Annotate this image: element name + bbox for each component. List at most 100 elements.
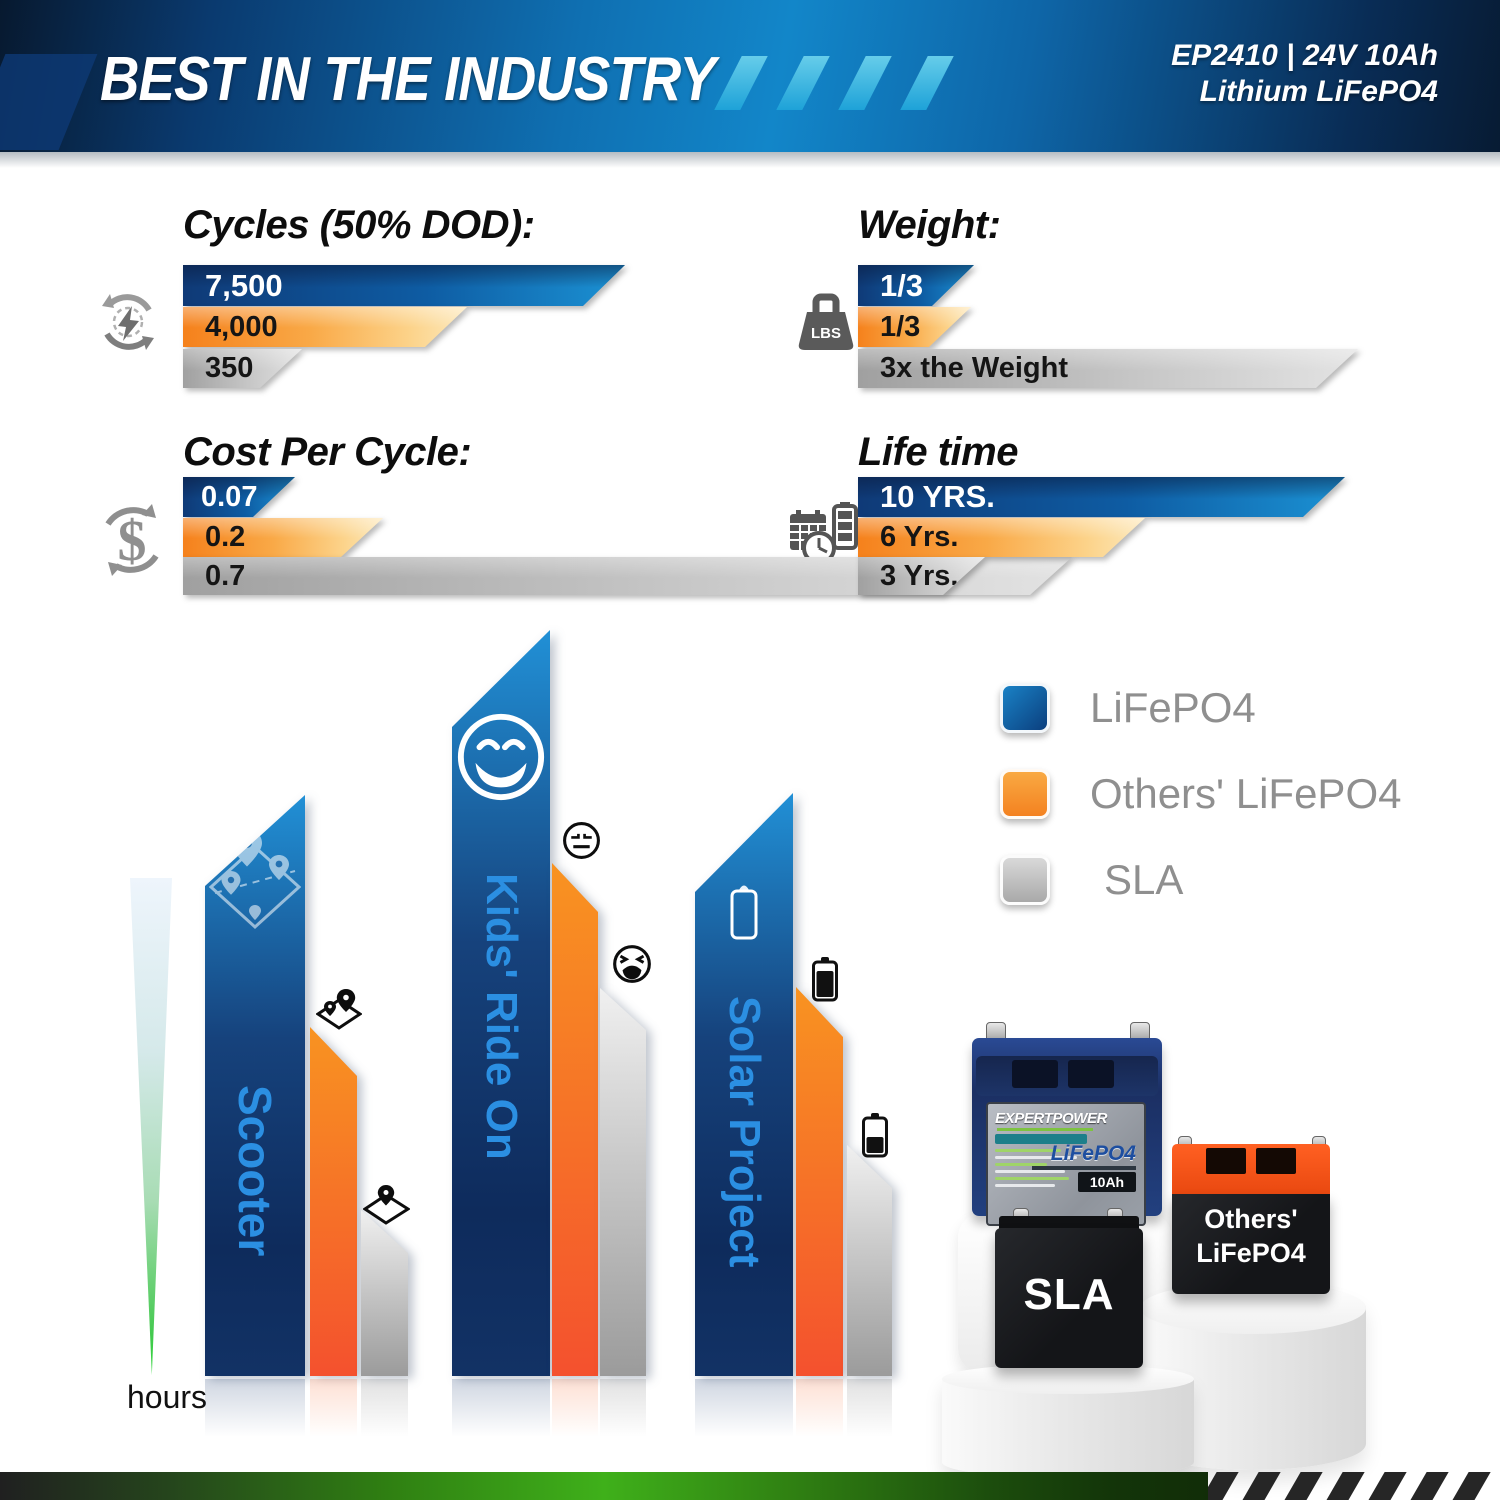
hazard-stripe-icon <box>1237 1472 1285 1500</box>
label-dark-strip <box>1032 1166 1136 1170</box>
header-shadow <box>0 152 1500 168</box>
bar-reflection <box>695 1379 793 1437</box>
bar-value: 4,000 <box>205 310 278 343</box>
slash-icon <box>900 56 954 110</box>
bar-reflection <box>361 1379 408 1437</box>
sla-battery-body <box>995 1228 1143 1368</box>
map-two-pins-icon <box>315 986 363 1030</box>
bar-value: 3x the Weight <box>880 352 1068 384</box>
label-spec-line <box>995 1163 1047 1166</box>
competitor-battery: Others' LiFePO4 <box>1172 1136 1330 1294</box>
wailing-face-icon <box>611 943 653 985</box>
bar-reflection <box>847 1379 892 1437</box>
bar-value: 6 Yrs. <box>880 521 959 553</box>
competitor-battery-body <box>1172 1194 1330 1294</box>
hero-battery-cap <box>976 1056 1158 1096</box>
bar-value: 1/3 <box>880 267 924 303</box>
legend-item-others: Others' LiFePO4 <box>1000 769 1401 819</box>
battery-vent <box>1206 1148 1246 1174</box>
label-spec-line <box>995 1156 1077 1159</box>
group-label-scooter: Scooter <box>229 1084 281 1257</box>
group-label-solar: Solar Project <box>720 996 769 1268</box>
battery-high-icon <box>812 956 838 1002</box>
footer-hazard-stripes <box>1208 1472 1500 1500</box>
battery-outline-icon <box>730 885 758 940</box>
hero-battery-label: EXPERTPOWER LiFePO4 10Ah <box>986 1102 1146 1226</box>
header-banner: BEST IN THE INDUSTRY EP2410 | 24V 10Ah L… <box>0 0 1500 152</box>
hours-axis-spike <box>130 878 172 1375</box>
axis-label-hours: hours <box>127 1379 208 1415</box>
hero-capacity-badge: 10Ah <box>1078 1172 1136 1192</box>
lifetime-bar-others: 6 Yrs. <box>858 518 1145 557</box>
pedestal-cylinder-short-top <box>942 1364 1194 1394</box>
slash-icon <box>714 56 768 110</box>
lifetime-bar-sla: 3 Yrs. <box>858 557 985 595</box>
legend-swatch-blue <box>1000 683 1050 733</box>
dollar-cycle-icon: $ <box>100 498 164 582</box>
hazard-stripe-icon <box>1279 1472 1327 1500</box>
solar-bar-others <box>796 987 843 1376</box>
legend-label: SLA <box>1104 856 1184 903</box>
weight-section-title: Weight: <box>858 203 1001 247</box>
product-model: EP2410 | 24V 10Ah <box>1171 39 1438 72</box>
hero-battery-body: EXPERTPOWER LiFePO4 10Ah <box>972 1038 1162 1226</box>
legend-swatch-gray <box>1000 855 1050 905</box>
hazard-stripe-icon <box>1447 1472 1495 1500</box>
cost-bar-lifepo4: 0.07 <box>183 477 295 517</box>
cycles-section-title: Cycles (50% DOD): <box>183 203 535 247</box>
hazard-stripe-icon <box>1208 1472 1243 1500</box>
weight-bar-lifepo4: 1/3 <box>858 265 974 306</box>
legend-item-sla: SLA <box>1000 855 1184 905</box>
cycles-bar-lifepo4: 7,500 <box>183 265 625 306</box>
header-corner-accent <box>0 54 98 150</box>
bar-value: 350 <box>205 352 254 384</box>
lbs-weight-icon: LBS <box>794 292 858 352</box>
bar-value: 0.07 <box>201 480 258 513</box>
lifetime-bar-lifepo4: 10 YRS. <box>858 477 1345 517</box>
bar-reflection <box>452 1379 550 1437</box>
kids-bar-others <box>552 863 598 1376</box>
battery-vent <box>1068 1060 1114 1088</box>
bar-reflection <box>205 1379 305 1437</box>
cycles-bar-others: 4,000 <box>183 307 467 347</box>
solar-bar-sla <box>847 1145 892 1376</box>
competitor-battery-label: Others' LiFePO4 <box>1172 1202 1330 1270</box>
bar-reflection <box>796 1379 843 1437</box>
solar-bar-lifepo4: Solar Project <box>695 793 793 1376</box>
neutral-face-icon <box>561 820 602 861</box>
cycles-bar-sla: 350 <box>183 349 302 388</box>
kids-bar-lifepo4: Kids' Ride On <box>452 630 550 1376</box>
weight-bar-others: 1/3 <box>858 307 971 347</box>
label-teal-chip <box>995 1134 1087 1144</box>
battery-vent <box>1256 1148 1296 1174</box>
product-chemistry: Lithium LiFePO4 <box>1199 75 1438 108</box>
battery-vent <box>1012 1060 1058 1088</box>
header-slashes-icon <box>714 56 976 110</box>
cost-section-title: Cost Per Cycle: <box>183 430 472 474</box>
bar-value: 1/3 <box>880 310 921 343</box>
cycle-arrows-icon <box>98 286 158 358</box>
kids-bar-sla <box>600 988 646 1376</box>
scooter-bar-others <box>310 1027 357 1376</box>
bar-value: 0.7 <box>205 559 246 592</box>
slash-icon <box>838 56 892 110</box>
lbs-icon-label: LBS <box>811 325 841 342</box>
calendar-clock-battery-icon <box>788 502 862 566</box>
weight-bar-sla: 3x the Weight <box>858 349 1358 388</box>
brand-logo: EXPERTPOWER <box>995 1110 1108 1127</box>
battery-low-icon <box>862 1112 888 1158</box>
bar-value: 0.2 <box>205 521 246 553</box>
slash-icon <box>776 56 830 110</box>
sla-battery-label: SLA <box>1023 1270 1115 1319</box>
hazard-stripe-icon <box>1405 1472 1453 1500</box>
label-spec-line <box>995 1184 1055 1187</box>
footer-gradient-bar <box>0 1472 1208 1500</box>
lifetime-section-title: Life time <box>858 430 1018 474</box>
hero-battery: EXPERTPOWER LiFePO4 10Ah <box>972 1022 1162 1226</box>
hazard-stripe-icon <box>1363 1472 1411 1500</box>
bar-reflection <box>552 1379 598 1437</box>
bar-value: 7,500 <box>205 267 283 303</box>
hero-chemistry-label: LiFePO4 <box>1050 1142 1136 1165</box>
competitor-label-line2: LiFePO4 <box>1196 1238 1306 1268</box>
